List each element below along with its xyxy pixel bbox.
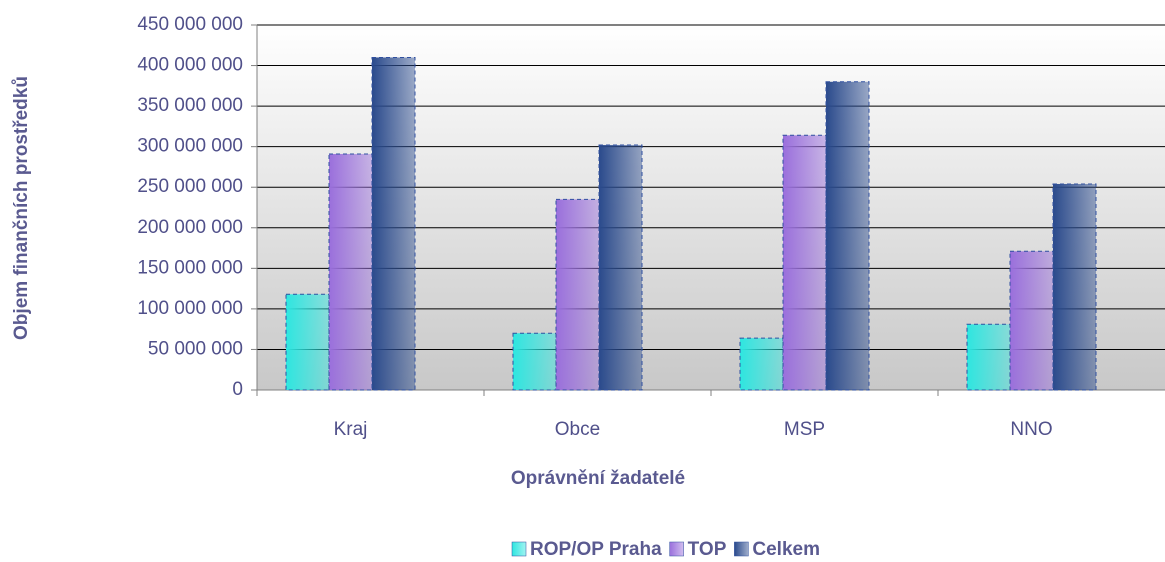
legend-label: TOP xyxy=(688,539,727,560)
y-axis-title: Objem finančních prostředků xyxy=(11,76,32,340)
legend-label: ROP/OP Praha xyxy=(530,539,662,560)
y-tick-label: 100 000 000 xyxy=(137,298,243,319)
y-tick-label: 250 000 000 xyxy=(137,176,243,197)
y-tick-label: 400 000 000 xyxy=(137,55,243,76)
x-tick-label: Kraj xyxy=(334,419,368,440)
y-tick-label: 50 000 000 xyxy=(148,338,243,359)
bar xyxy=(782,134,827,391)
bar xyxy=(371,56,416,391)
bar xyxy=(1009,250,1054,391)
legend-label: Celkem xyxy=(752,539,820,560)
x-tick-label: MSP xyxy=(784,419,825,440)
legend-swatch xyxy=(511,541,527,557)
x-tick-label: Obce xyxy=(555,419,600,440)
bar xyxy=(285,293,330,391)
bar xyxy=(1052,183,1097,391)
bar xyxy=(555,198,600,391)
bar xyxy=(739,337,784,391)
y-tick-label: 150 000 000 xyxy=(137,257,243,278)
y-tick-label: 450 000 000 xyxy=(137,14,243,35)
y-tick-label: 0 xyxy=(232,379,243,400)
y-tick-label: 200 000 000 xyxy=(137,217,243,238)
bar xyxy=(512,332,557,391)
x-axis-title: Oprávnění žadatelé xyxy=(511,468,685,489)
bar xyxy=(825,81,870,391)
bar xyxy=(328,153,373,391)
y-tick-label: 350 000 000 xyxy=(137,95,243,116)
bar xyxy=(966,323,1011,391)
bar xyxy=(598,144,643,391)
legend-swatch xyxy=(669,541,684,557)
x-tick-label: NNO xyxy=(1010,419,1052,440)
legend-swatch xyxy=(734,541,749,557)
y-tick-label: 300 000 000 xyxy=(137,136,243,157)
